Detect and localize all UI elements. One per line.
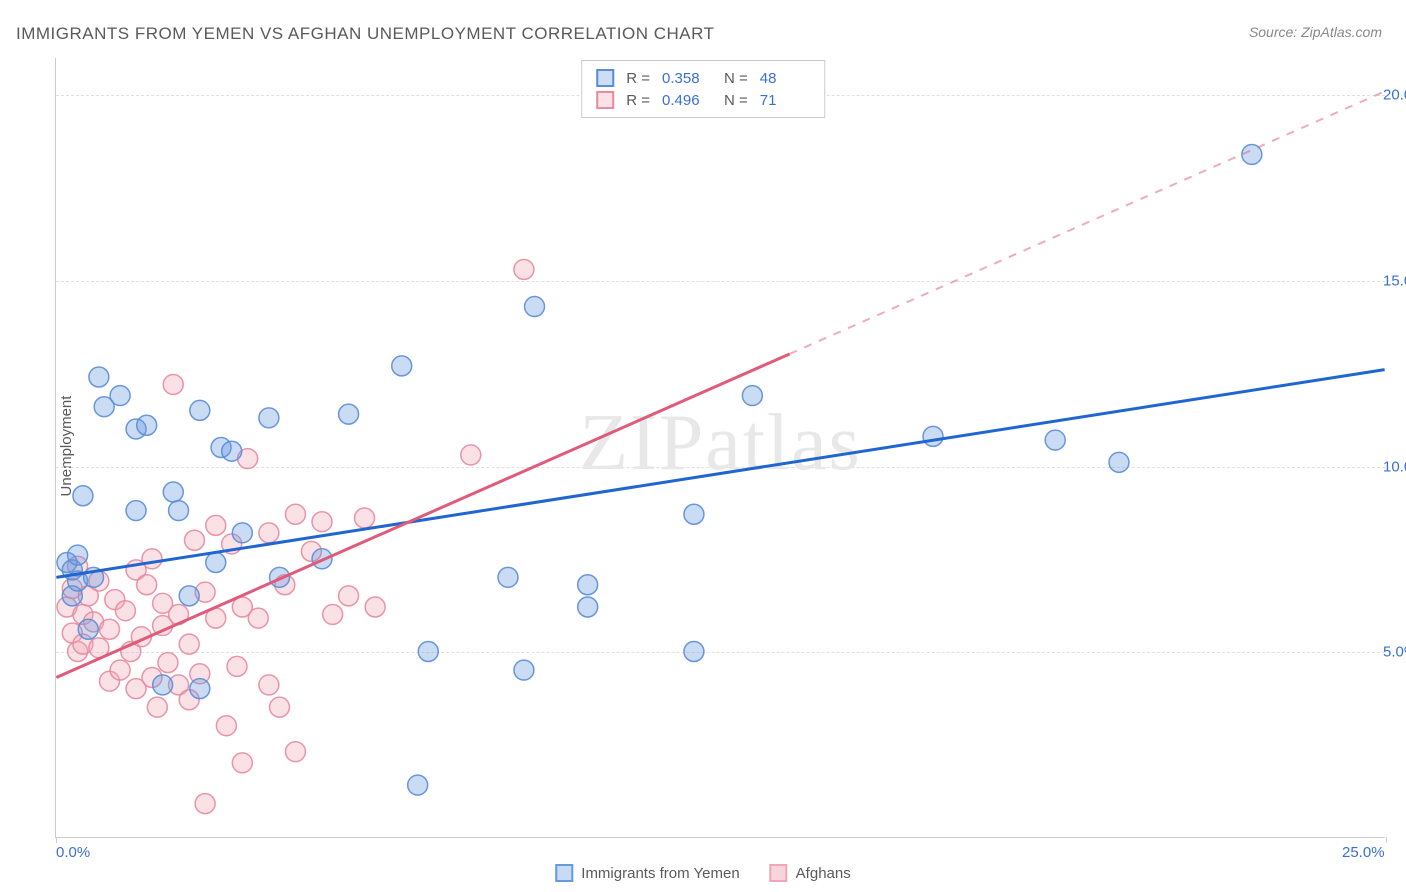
series-legend-label: Immigrants from Yemen <box>581 865 739 882</box>
scatter-point <box>1045 430 1065 450</box>
scatter-point <box>392 356 412 376</box>
legend-row: R = 0.496 N = 71 <box>596 89 810 111</box>
x-tick-label: 25.0% <box>1342 844 1385 861</box>
scatter-point <box>190 400 210 420</box>
scatter-point <box>216 716 236 736</box>
scatter-point <box>153 675 173 695</box>
x-tick-label: 0.0% <box>56 844 90 861</box>
scatter-point <box>68 545 88 565</box>
legend-swatch <box>596 91 614 109</box>
scatter-point <box>514 660 534 680</box>
legend-r-label: R = <box>626 92 650 109</box>
legend-swatch <box>770 864 788 882</box>
scatter-point <box>259 523 279 543</box>
scatter-point <box>355 508 375 528</box>
scatter-point <box>163 374 183 394</box>
source-label: Source: ZipAtlas.com <box>1249 24 1382 40</box>
scatter-point <box>323 604 343 624</box>
legend-n-label: N = <box>724 70 748 87</box>
scatter-point <box>99 619 119 639</box>
scatter-point <box>259 675 279 695</box>
scatter-point <box>232 523 252 543</box>
scatter-point <box>73 486 93 506</box>
legend-r-label: R = <box>626 70 650 87</box>
regression-line <box>56 354 789 678</box>
scatter-point <box>270 697 290 717</box>
scatter-point <box>578 575 598 595</box>
legend-r-value: 0.358 <box>662 70 712 87</box>
scatter-point <box>461 445 481 465</box>
regression-line <box>56 370 1384 578</box>
scatter-point <box>1109 452 1129 472</box>
legend-row: R = 0.358 N = 48 <box>596 67 810 89</box>
scatter-point <box>285 504 305 524</box>
scatter-point <box>137 415 157 435</box>
scatter-point <box>923 426 943 446</box>
scatter-point <box>190 679 210 699</box>
scatter-point <box>179 586 199 606</box>
scatter-point <box>232 753 252 773</box>
chart-title: IMMIGRANTS FROM YEMEN VS AFGHAN UNEMPLOY… <box>16 24 714 44</box>
scatter-point <box>285 742 305 762</box>
scatter-point <box>227 656 247 676</box>
legend-swatch <box>555 864 573 882</box>
scatter-point <box>408 775 428 795</box>
legend-r-value: 0.496 <box>662 92 712 109</box>
x-tick-mark <box>56 837 57 843</box>
scatter-point <box>158 653 178 673</box>
scatter-point <box>684 642 704 662</box>
scatter-point <box>195 794 215 814</box>
scatter-point <box>742 386 762 406</box>
regression-line-dashed <box>790 91 1385 354</box>
scatter-point <box>89 367 109 387</box>
scatter-point <box>110 660 130 680</box>
scatter-point <box>206 515 226 535</box>
scatter-point <box>126 501 146 521</box>
scatter-point <box>163 482 183 502</box>
series-legend: Immigrants from Yemen Afghans <box>555 864 850 882</box>
scatter-point <box>78 619 98 639</box>
series-legend-item: Immigrants from Yemen <box>555 864 739 882</box>
series-legend-item: Afghans <box>770 864 851 882</box>
scatter-point <box>222 441 242 461</box>
plot-area: ZIPatlas 5.0%10.0%15.0%20.0%0.0%25.0% <box>55 58 1385 838</box>
scatter-point <box>418 642 438 662</box>
scatter-point <box>179 634 199 654</box>
scatter-point <box>498 567 518 587</box>
scatter-point <box>514 259 534 279</box>
scatter-point <box>684 504 704 524</box>
scatter-point <box>312 512 332 532</box>
scatter-point <box>147 697 167 717</box>
scatter-point <box>259 408 279 428</box>
scatter-point <box>185 530 205 550</box>
scatter-point <box>206 553 226 573</box>
legend-n-value: 71 <box>760 92 810 109</box>
series-legend-label: Afghans <box>796 865 851 882</box>
scatter-point <box>578 597 598 617</box>
x-tick-mark <box>1386 837 1387 843</box>
scatter-point <box>339 586 359 606</box>
legend-n-label: N = <box>724 92 748 109</box>
scatter-point <box>169 501 189 521</box>
scatter-point <box>339 404 359 424</box>
scatter-point <box>115 601 135 621</box>
scatter-point <box>525 297 545 317</box>
correlation-legend: R = 0.358 N = 48 R = 0.496 N = 71 <box>581 60 825 118</box>
scatter-point <box>142 549 162 569</box>
scatter-point <box>137 575 157 595</box>
legend-n-value: 48 <box>760 70 810 87</box>
scatter-point <box>110 386 130 406</box>
scatter-point <box>365 597 385 617</box>
legend-swatch <box>596 69 614 87</box>
scatter-point <box>248 608 268 628</box>
chart-svg <box>56 58 1385 837</box>
